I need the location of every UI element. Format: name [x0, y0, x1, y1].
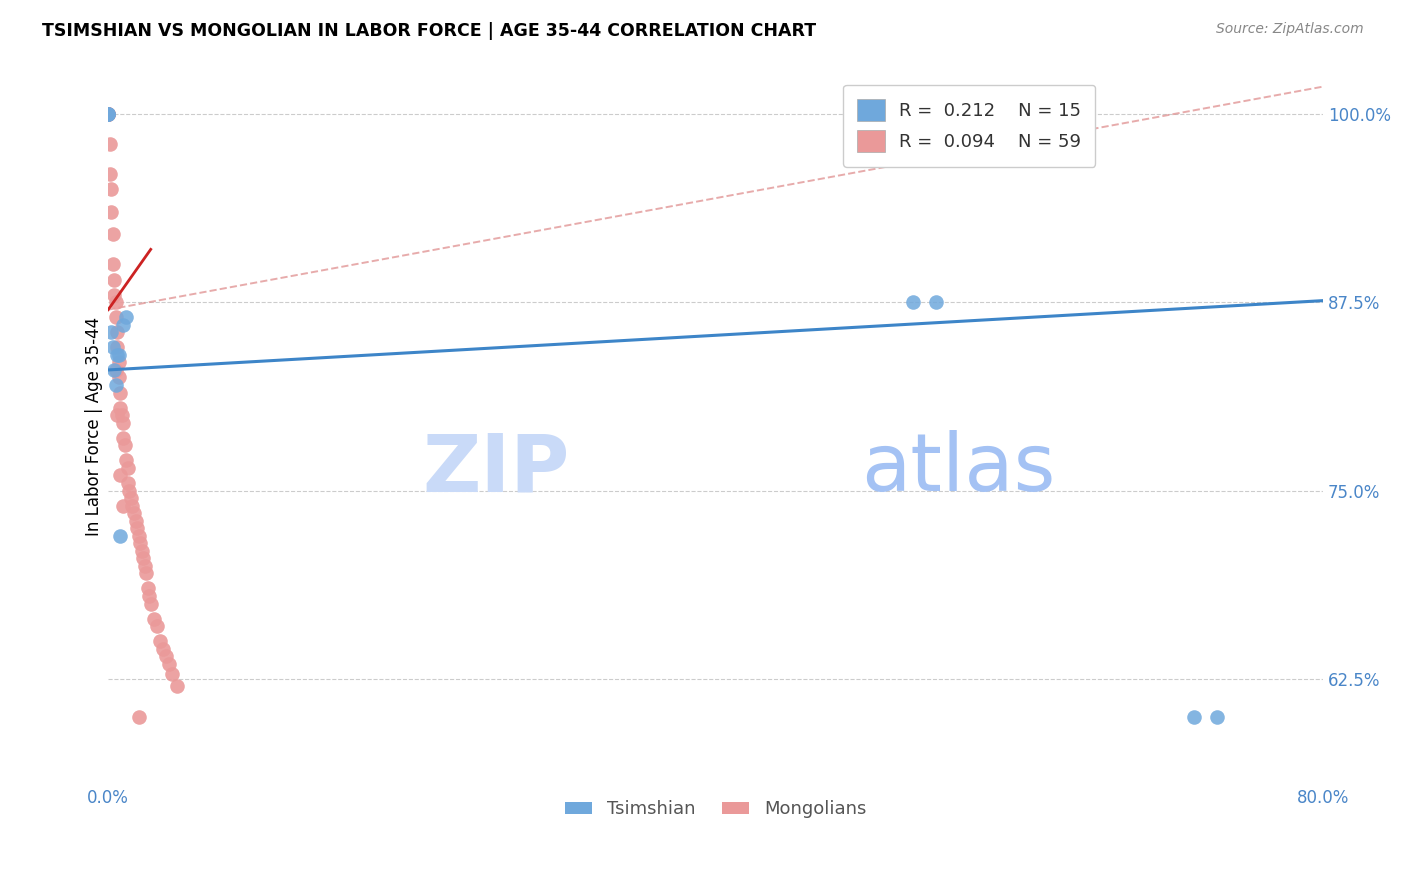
Point	[128, 709, 150, 723]
Point	[1205, 709, 1227, 723]
Point	[108, 355, 131, 369]
Point	[105, 348, 128, 362]
Point	[166, 680, 188, 694]
Point	[104, 378, 127, 392]
Point	[105, 326, 128, 340]
Point	[138, 589, 160, 603]
Point	[103, 272, 125, 286]
Point	[100, 182, 122, 196]
Point	[97, 107, 120, 121]
Point	[97, 107, 120, 121]
Point	[901, 295, 924, 310]
Point	[146, 619, 169, 633]
Point	[114, 438, 136, 452]
Point	[149, 634, 172, 648]
Point	[98, 136, 121, 151]
Point	[104, 310, 127, 325]
Point	[110, 468, 132, 483]
Point	[122, 506, 145, 520]
Point	[97, 107, 120, 121]
Point	[100, 326, 122, 340]
Text: TSIMSHIAN VS MONGOLIAN IN LABOR FORCE | AGE 35-44 CORRELATION CHART: TSIMSHIAN VS MONGOLIAN IN LABOR FORCE | …	[42, 22, 817, 40]
Point	[112, 416, 135, 430]
Text: atlas: atlas	[862, 431, 1056, 508]
Point	[128, 529, 150, 543]
Point	[132, 551, 155, 566]
Point	[155, 649, 177, 664]
Point	[97, 107, 120, 121]
Point	[121, 499, 143, 513]
Point	[110, 385, 132, 400]
Point	[125, 521, 148, 535]
Point	[136, 582, 159, 596]
Point	[97, 107, 120, 121]
Point	[108, 370, 131, 384]
Point	[152, 641, 174, 656]
Point	[110, 401, 132, 415]
Point	[101, 227, 124, 242]
Point	[108, 348, 131, 362]
Point	[142, 612, 165, 626]
Point	[112, 499, 135, 513]
Point	[1182, 709, 1205, 723]
Point	[112, 318, 135, 332]
Point	[97, 107, 120, 121]
Y-axis label: In Labor Force | Age 35-44: In Labor Force | Age 35-44	[86, 317, 103, 536]
Point	[101, 340, 124, 354]
Point	[925, 295, 948, 310]
Point	[112, 431, 135, 445]
Point	[105, 408, 128, 422]
Point	[97, 107, 120, 121]
Point	[104, 295, 127, 310]
Point	[103, 287, 125, 301]
Point	[100, 204, 122, 219]
Point	[131, 544, 153, 558]
Point	[97, 107, 120, 121]
Point	[115, 310, 138, 325]
Point	[120, 491, 142, 505]
Point	[160, 667, 183, 681]
Point	[111, 408, 134, 422]
Point	[118, 483, 141, 498]
Text: ZIP: ZIP	[423, 431, 569, 508]
Point	[135, 566, 157, 581]
Point	[115, 453, 138, 467]
Point	[101, 257, 124, 271]
Point	[117, 461, 139, 475]
Point	[117, 475, 139, 490]
Point	[97, 107, 120, 121]
Point	[139, 597, 162, 611]
Point	[103, 363, 125, 377]
Point	[110, 529, 132, 543]
Point	[157, 657, 180, 671]
Point	[97, 107, 120, 121]
Point	[97, 107, 120, 121]
Text: Source: ZipAtlas.com: Source: ZipAtlas.com	[1216, 22, 1364, 37]
Point	[134, 558, 156, 573]
Point	[98, 167, 121, 181]
Legend: Tsimshian, Mongolians: Tsimshian, Mongolians	[558, 793, 873, 825]
Point	[104, 363, 127, 377]
Point	[124, 514, 146, 528]
Point	[105, 340, 128, 354]
Point	[129, 536, 152, 550]
